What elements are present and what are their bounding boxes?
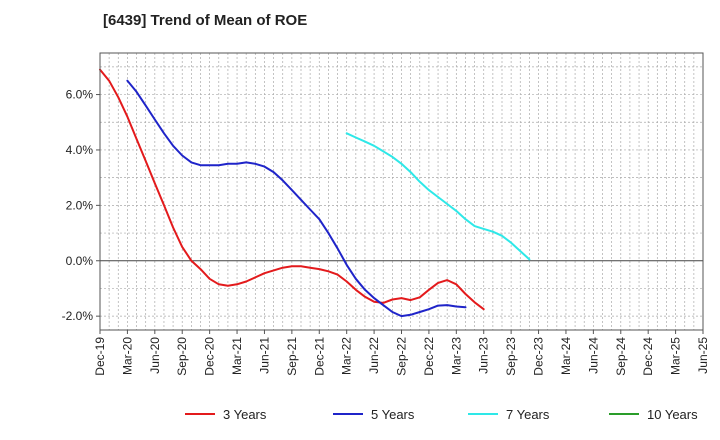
series-line-3-years: [99, 68, 485, 311]
x-tick-label: Dec-20: [203, 337, 217, 376]
x-tick-label: Jun-23: [477, 337, 491, 374]
x-tick-label: Dec-23: [532, 337, 546, 376]
x-tick-label: Mar-20: [120, 337, 134, 375]
x-tick-label: Sep-24: [614, 337, 628, 376]
chart-title: [6439] Trend of Mean of ROE: [103, 12, 307, 29]
x-tick-label: Sep-22: [395, 337, 409, 376]
x-tick-label: Jun-20: [148, 337, 162, 374]
series-line-5-years: [126, 79, 467, 318]
legend-label: 7 Years: [506, 407, 550, 422]
y-axis-ticks: 6.0% 4.0% 2.0% 0.0% -2.0%: [62, 88, 100, 323]
series-line-7-years: [345, 132, 531, 261]
y-tick-label: 0.0%: [66, 254, 94, 268]
x-tick-label: Dec-22: [422, 337, 436, 376]
legend-label: 10 Years: [647, 407, 698, 422]
x-tick-label: Dec-21: [312, 337, 326, 376]
grid: [100, 53, 703, 330]
x-tick-label: Mar-24: [559, 337, 573, 375]
legend-label: 5 Years: [371, 407, 415, 422]
x-tick-label: Sep-23: [504, 337, 518, 376]
y-tick-label: 2.0%: [66, 198, 94, 212]
x-tick-label: Jun-25: [696, 337, 710, 374]
x-tick-label: Mar-25: [669, 337, 683, 375]
y-tick-label: 4.0%: [66, 143, 94, 157]
y-tick-label: -2.0%: [62, 309, 94, 323]
y-tick-label: 6.0%: [66, 88, 94, 102]
x-tick-label: Sep-21: [285, 337, 299, 376]
x-tick-label: Mar-22: [340, 337, 354, 375]
x-tick-label: Sep-20: [175, 337, 189, 376]
x-tick-label: Dec-19: [93, 337, 107, 376]
x-axis-ticks: Dec-19 Mar-20 Jun-20 Sep-20 Dec-20 Mar-21 Jun-…: [93, 330, 710, 376]
legend: 3 Years 5 Years 7 Years 10 Years: [185, 407, 698, 422]
x-tick-label: Mar-23: [449, 337, 463, 375]
x-tick-label: Jun-24: [586, 337, 600, 374]
x-tick-label: Dec-24: [641, 337, 655, 376]
x-tick-label: Mar-21: [230, 337, 244, 375]
series-lines: [99, 68, 531, 318]
legend-label: 3 Years: [223, 407, 267, 422]
x-tick-label: Jun-22: [367, 337, 381, 374]
x-tick-label: Jun-21: [257, 337, 271, 374]
